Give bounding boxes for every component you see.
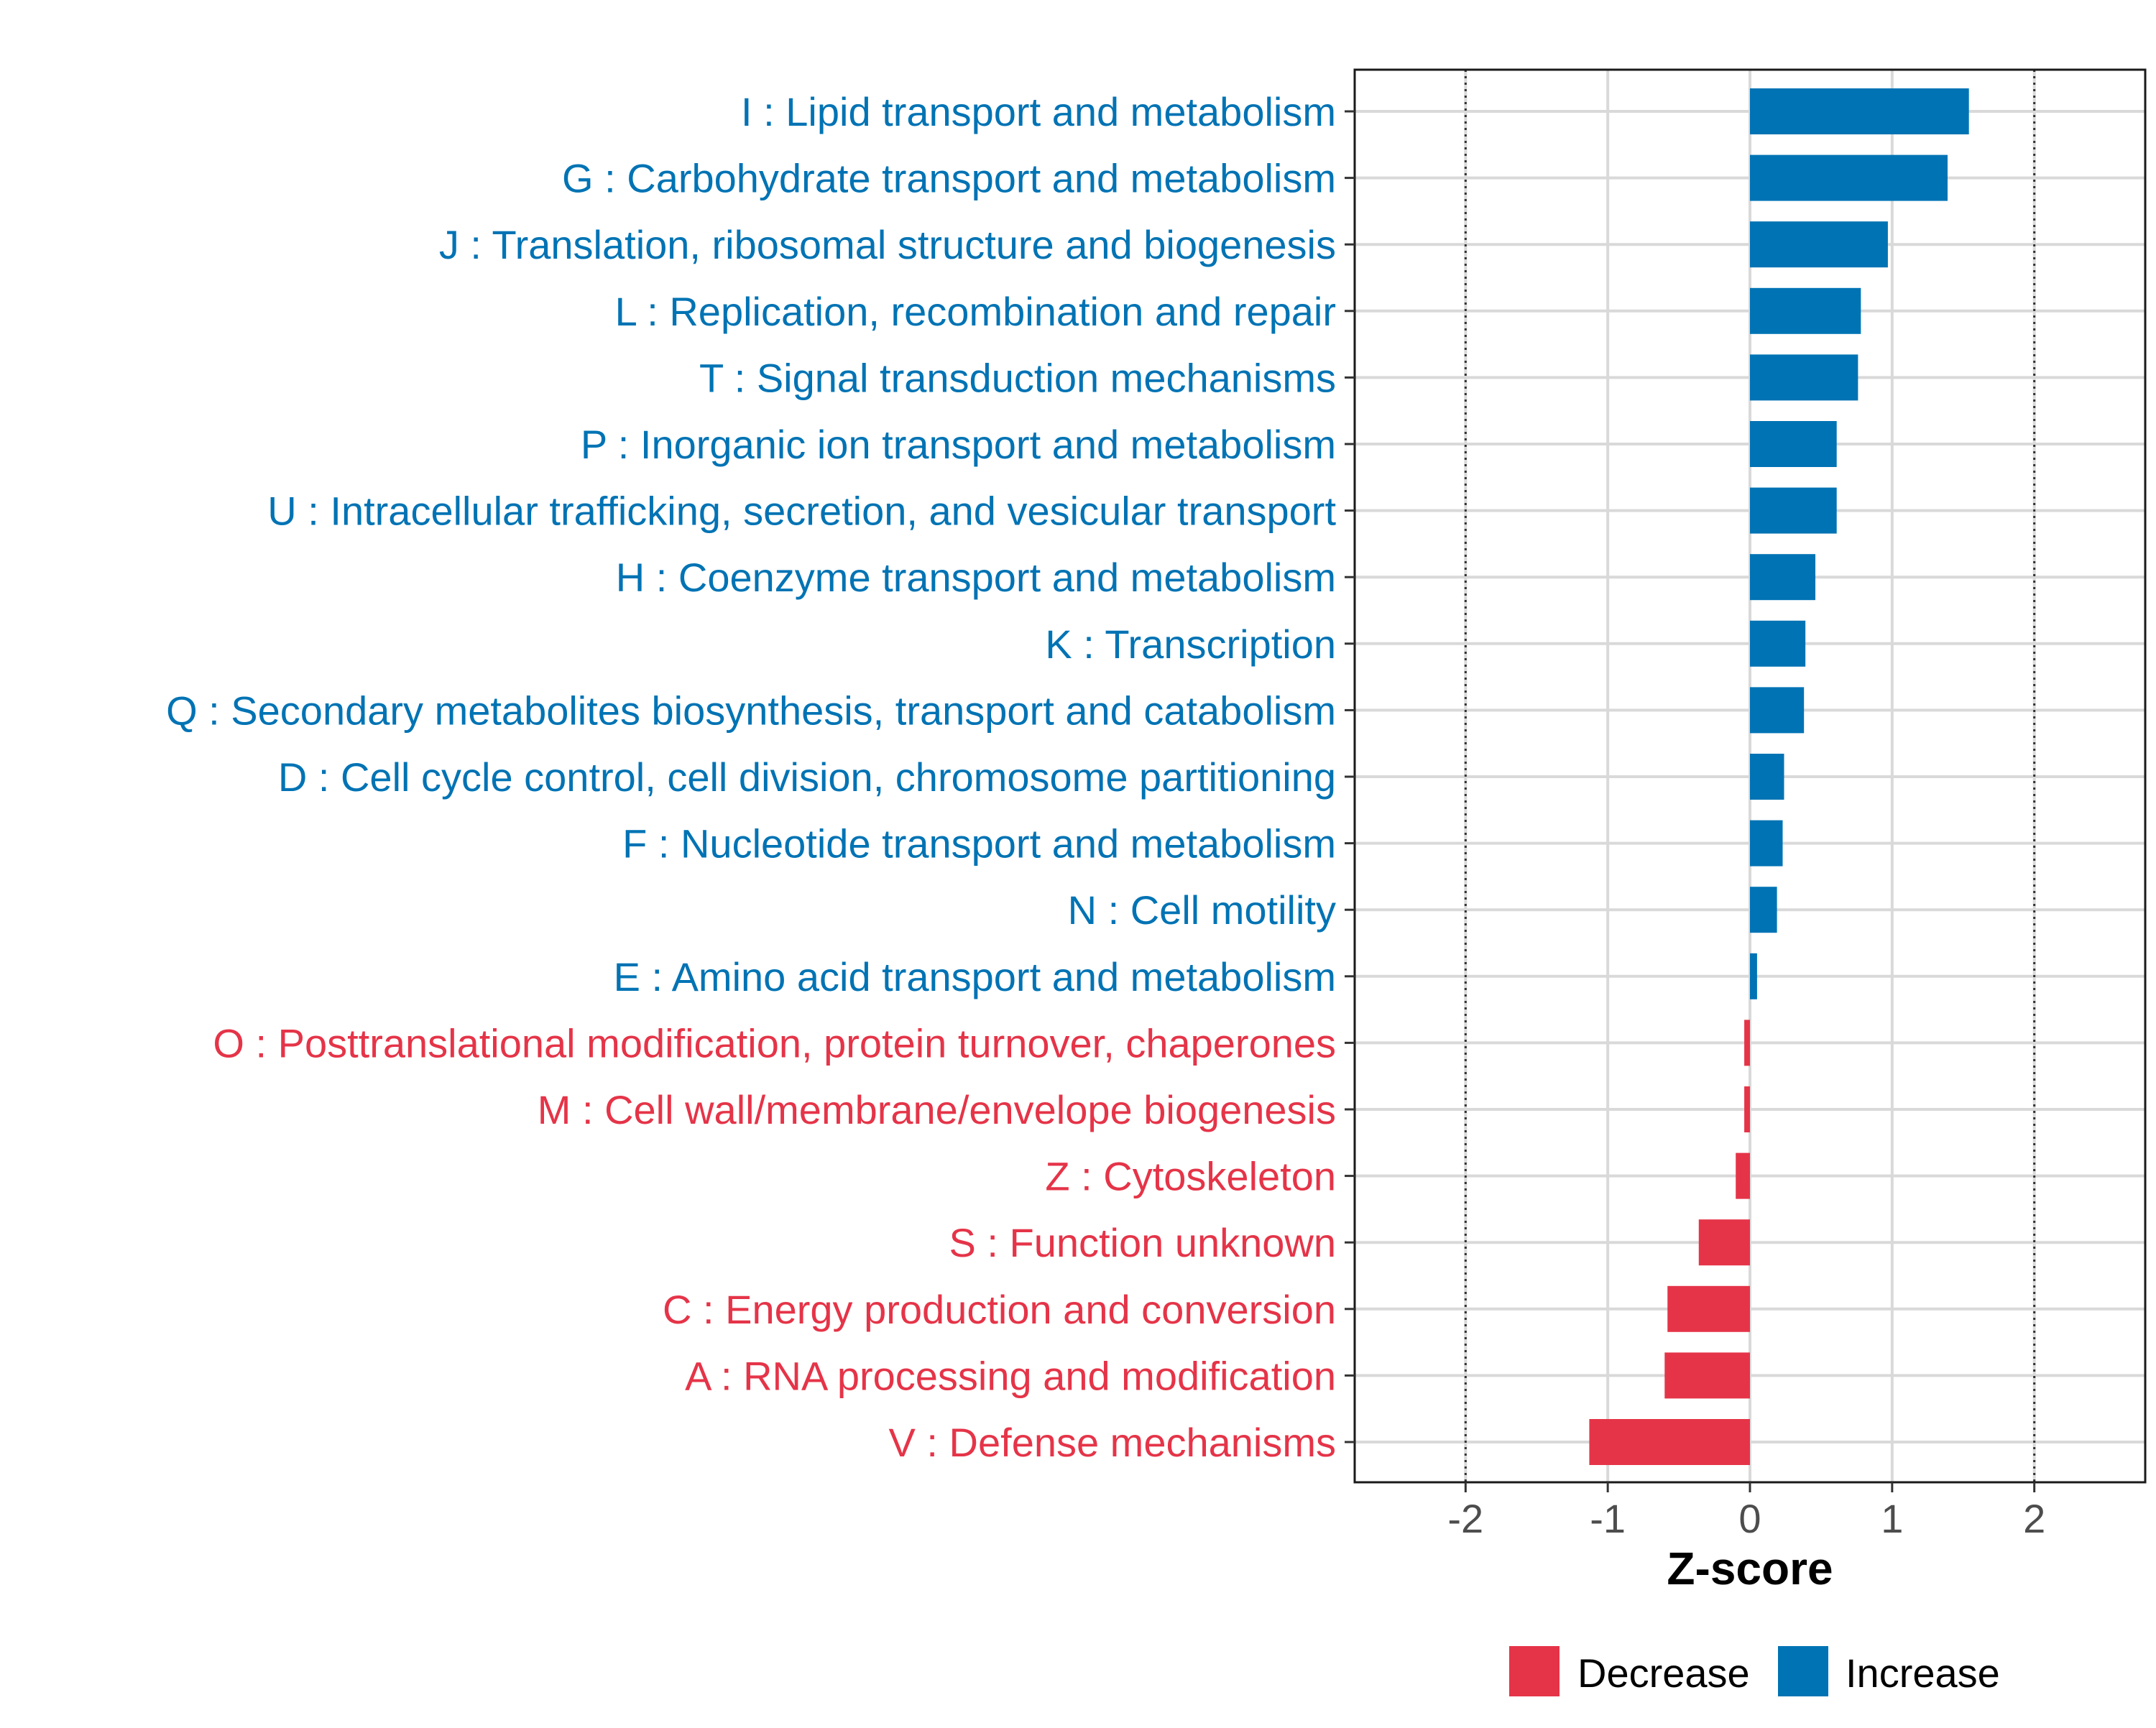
bar-g [1750,154,1948,201]
y-tick-label: N : Cell motility [1068,887,1336,933]
bar-s [1698,1219,1750,1266]
reference-line-layer [1464,70,2036,1482]
bar-c [1667,1285,1750,1332]
bar-e [1750,953,1757,999]
y-axis: I : Lipid transport and metabolism G : Ca… [166,89,1355,1465]
legend-label-decrease: Decrease [1577,1650,1750,1696]
x-tick-label: 1 [1881,1496,1903,1541]
bar-l [1750,287,1861,334]
y-tick-label: L : Replication, recombination and repai… [615,289,1336,334]
y-tick-label: P : Inorganic ion transport and metaboli… [581,422,1336,467]
y-tick-label: E : Amino acid transport and metabolism [614,954,1336,999]
y-tick-label: V : Defense mechanisms [889,1420,1336,1465]
legend: Decrease Increase [1509,1646,2000,1696]
y-tick-label: I : Lipid transport and metabolism [741,89,1336,134]
bar-z [1736,1152,1750,1199]
bar-k [1750,620,1806,667]
y-tick-label: C : Energy production and conversion [663,1287,1336,1332]
x-tick-label: -1 [1590,1496,1626,1541]
y-tick-label: O : Posttranslational modification, prot… [213,1020,1336,1066]
y-tick-label: Z : Cytoskeleton [1045,1154,1336,1199]
bar-d [1750,754,1784,800]
y-tick-label: U : Intracellular trafficking, secretion… [267,489,1336,534]
legend-swatch-decrease [1509,1646,1560,1696]
y-tick-label: T : Signal transduction mechanisms [699,355,1336,400]
legend-swatch-increase [1778,1646,1828,1696]
bar-h [1750,554,1816,601]
y-tick-label: F : Nucleotide transport and metabolism [622,821,1336,867]
bar-o [1744,1020,1750,1066]
y-tick-label: J : Translation, ribosomal structure and… [439,222,1336,267]
x-tick-label: 0 [1738,1496,1761,1541]
bar-t [1750,354,1858,401]
bar-f [1750,820,1783,867]
bar-j [1750,221,1888,268]
x-tick-label: -2 [1447,1496,1483,1541]
bar-q [1750,687,1805,734]
y-tick-label: A : RNA processing and modification [685,1353,1336,1398]
bar-v [1589,1419,1750,1465]
y-tick-label: H : Coenzyme transport and metabolism [616,555,1336,600]
bar-p [1750,421,1837,467]
bar-i [1750,88,1969,134]
y-tick-label: S : Function unknown [949,1220,1336,1265]
y-tick-label: M : Cell wall/membrane/envelope biogenes… [538,1087,1336,1132]
bar-u [1750,487,1837,534]
bar-n [1750,887,1777,933]
y-tick-label: Q : Secondary metabolites biosynthesis, … [166,688,1336,733]
y-tick-label: D : Cell cycle control, cell division, c… [278,754,1336,800]
bar-m [1744,1086,1750,1132]
y-tick-label: K : Transcription [1045,622,1336,667]
legend-label-increase: Increase [1846,1650,2000,1696]
y-tick-label: G : Carbohydrate transport and metabolis… [562,156,1336,201]
x-axis: -2 -1 0 1 2 [1447,1482,2045,1541]
x-tick-label: 2 [2023,1496,2045,1541]
bar-a [1664,1352,1750,1399]
bar-layer [1589,88,1969,1465]
x-axis-title: Z-score [1667,1543,1833,1594]
